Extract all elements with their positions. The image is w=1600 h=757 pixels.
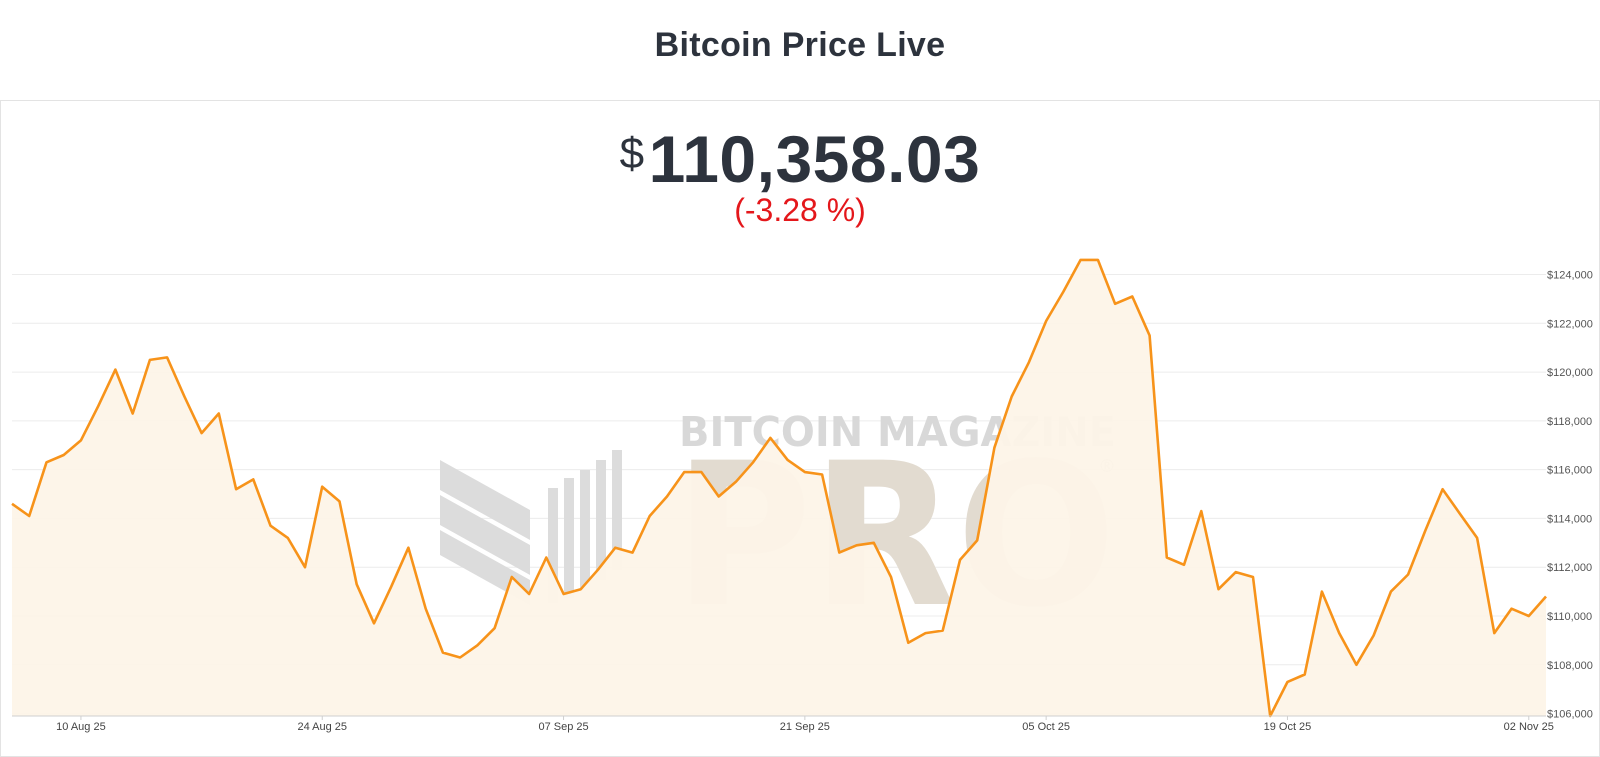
price-display: $110,358.03 xyxy=(0,118,1600,195)
currency-symbol: $ xyxy=(619,129,645,178)
x-tick-label: 24 Aug 25 xyxy=(297,721,347,733)
y-tick-label: $110,000 xyxy=(1547,611,1592,623)
y-tick-label: $106,000 xyxy=(1547,709,1593,721)
x-tick-label: 19 Oct 25 xyxy=(1264,721,1312,733)
x-tick-label: 02 Nov 25 xyxy=(1504,721,1554,733)
x-tick-label: 10 Aug 25 xyxy=(56,721,106,733)
price-line xyxy=(11,258,1547,718)
x-tick-label: 05 Oct 25 xyxy=(1022,721,1070,733)
y-tick-label: $114,000 xyxy=(1547,513,1592,525)
x-tick-label: 07 Sep 25 xyxy=(538,721,588,733)
price-value: 110,358.03 xyxy=(648,122,981,196)
y-tick-label: $116,000 xyxy=(1547,465,1592,477)
y-tick-label: $112,000 xyxy=(1547,562,1592,574)
y-tick-label: $122,000 xyxy=(1547,318,1593,330)
price-change: (-3.28 %) xyxy=(734,192,866,228)
x-tick-label: 21 Sep 25 xyxy=(780,721,830,733)
y-tick-label: $124,000 xyxy=(1547,270,1593,282)
y-axis-ticks: $106,000 $108,000 $110,000 $112,000 $114,000… xyxy=(1547,270,1593,721)
page-title: Bitcoin Price Live xyxy=(654,26,946,64)
price-area-fill xyxy=(12,259,1546,716)
y-tick-label: $120,000 xyxy=(1547,367,1593,379)
y-tick-label: $108,000 xyxy=(1547,660,1593,672)
x-axis-ticks: 10 Aug 25 24 Aug 25 07 Sep 25 21 Sep 25 05 O… xyxy=(56,716,1554,733)
current-price: $110,358.03 xyxy=(620,118,981,195)
y-tick-label: $118,000 xyxy=(1547,416,1592,428)
